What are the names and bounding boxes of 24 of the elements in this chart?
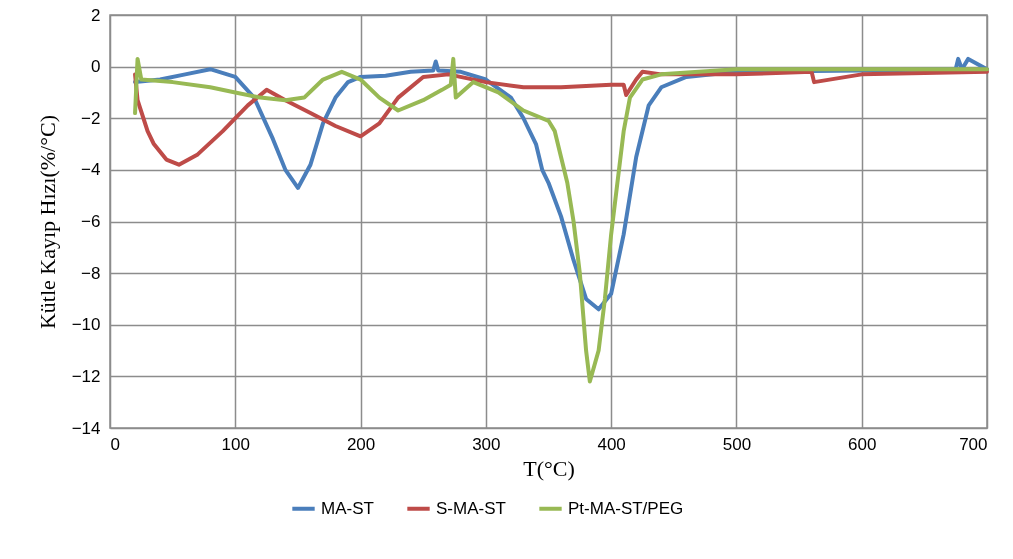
x-axis-title: T(°C)	[523, 455, 575, 481]
legend-label: MA-ST	[321, 498, 374, 518]
x-tick-label: 500	[722, 434, 752, 454]
x-tick-label: 100	[221, 434, 250, 454]
y-tick-label: −10	[71, 315, 101, 335]
line-series	[133, 69, 989, 167]
y-tick-label: −6	[81, 212, 101, 231]
y-tick-label: −2	[81, 108, 101, 128]
x-tick-label: 0	[110, 434, 120, 454]
y-tick-label: 0	[91, 57, 101, 77]
x-tick-label: 200	[346, 434, 376, 454]
y-tick-label: −12	[71, 366, 101, 386]
y-tick-label: −4	[81, 160, 101, 180]
y-tick-label: 2	[91, 5, 101, 25]
legend-label: Pt-MA-ST/PEG	[568, 498, 684, 518]
x-tick-label: 600	[848, 434, 877, 454]
x-tick-label: 700	[959, 434, 988, 454]
x-tick-label: 300	[472, 434, 501, 454]
legend-label: S-MA-ST	[436, 498, 506, 518]
x-tick-label: 400	[597, 434, 626, 454]
y-axis-title: Kütle Kayıp Hızı(%/°C)	[34, 114, 60, 330]
line-series	[133, 56, 989, 384]
y-tick-label: −14	[71, 418, 101, 438]
y-tick-label: −8	[81, 263, 101, 283]
